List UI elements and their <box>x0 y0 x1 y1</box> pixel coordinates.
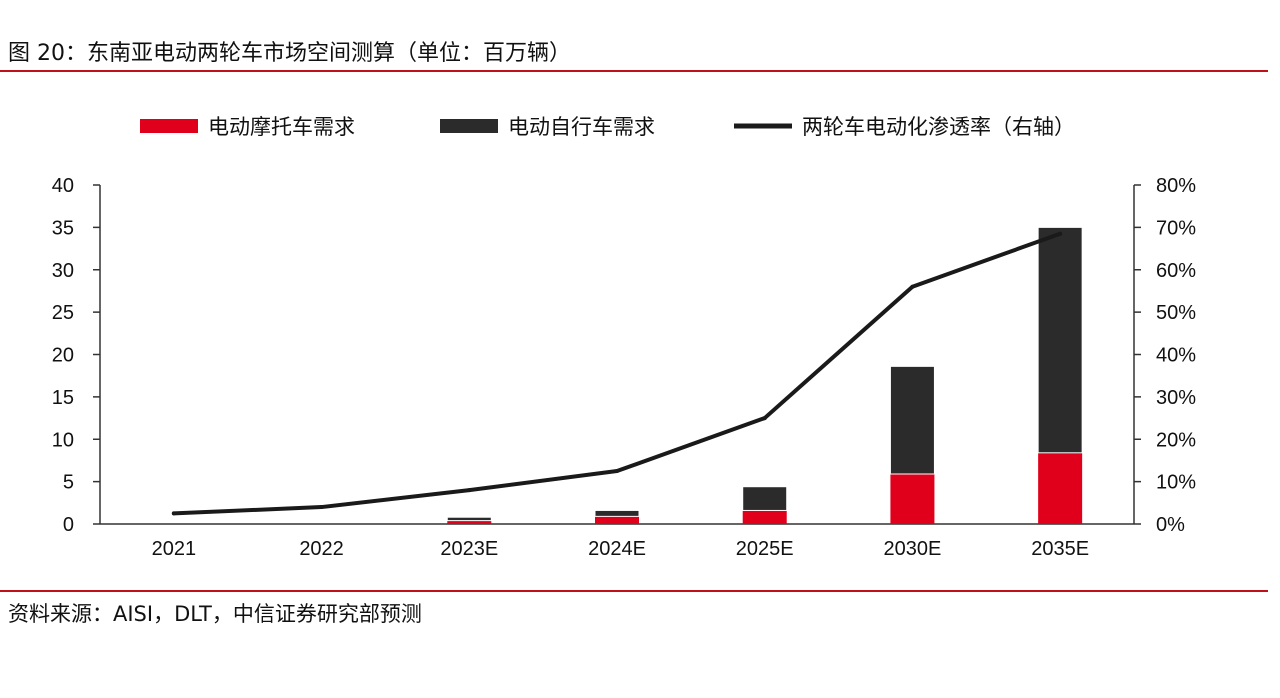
left-tick-label: 0 <box>63 514 74 536</box>
bar-bicycle <box>742 486 788 511</box>
bar-motorcycle <box>595 516 639 524</box>
bars <box>446 226 1083 524</box>
bar-bicycle <box>1037 226 1083 454</box>
x-tick-label: 2035E <box>1031 538 1089 560</box>
axes <box>99 185 1135 525</box>
right-tick-label: 60% <box>1156 260 1196 282</box>
right-tick-label: 40% <box>1156 345 1196 367</box>
bar-bicycle <box>889 365 935 475</box>
penetration-point <box>762 416 767 421</box>
bar-bicycle <box>594 509 640 517</box>
source-note: 资料来源：AISI，DLT，中信证券研究部预测 <box>8 602 422 626</box>
right-tick-label: 0% <box>1156 514 1185 536</box>
penetration-point <box>615 469 619 474</box>
x-tick-label: 2023E <box>440 538 498 560</box>
right-tick-label: 70% <box>1156 217 1196 239</box>
x-tick-label: 2025E <box>736 538 794 560</box>
left-tick-label: 20 <box>52 345 74 367</box>
right-tick-label: 30% <box>1156 387 1196 409</box>
left-tick-label: 10 <box>52 429 74 451</box>
x-tick-label: 2024E <box>588 538 646 560</box>
legend-label-penetration: 两轮车电动化渗透率（右轴） <box>802 115 1075 139</box>
left-tick-label: 25 <box>52 302 74 324</box>
right-tick-label: 80% <box>1156 175 1196 197</box>
x-tick-label: 2022 <box>299 538 344 560</box>
legend-swatch-motorcycle <box>140 119 198 133</box>
x-tick-label: 2030E <box>884 538 942 560</box>
legend-swatch-bicycle <box>440 119 498 133</box>
bar-motorcycle <box>742 510 787 524</box>
right-tick-label: 50% <box>1156 302 1196 324</box>
bar-motorcycle <box>447 520 492 524</box>
left-tick-label: 35 <box>52 217 74 239</box>
x-axis-ticks: 2021 2022 2023E 2024E 2025E 2030E 2035E <box>152 538 1089 560</box>
right-tick-label: 20% <box>1156 429 1196 451</box>
penetration-point <box>1058 231 1063 236</box>
legend-label-motorcycle: 电动摩托车需求 <box>208 115 355 139</box>
left-tick-label: 40 <box>52 175 74 197</box>
source-divider <box>0 590 1268 592</box>
penetration-point <box>467 488 472 493</box>
x-tick-label: 2021 <box>152 538 197 560</box>
chart: 电动摩托车需求 电动自行车需求 两轮车电动化渗透率（右轴） 0510152025… <box>52 115 1196 560</box>
penetration-point <box>910 284 915 289</box>
penetration-point <box>319 505 324 510</box>
penetration-line-layer <box>171 231 1063 516</box>
left-axis-ticks: 0 5 10 15 20 25 30 35 40 <box>52 175 100 536</box>
title-divider <box>0 70 1268 72</box>
bar-motorcycle <box>890 473 935 524</box>
left-tick-label: 15 <box>52 387 74 409</box>
bar-bicycle <box>446 516 492 522</box>
bar-motorcycle <box>1038 452 1083 524</box>
legend-label-bicycle: 电动自行车需求 <box>508 115 655 139</box>
left-tick-label: 5 <box>63 472 74 494</box>
right-axis-ticks: 0% 10% 20% 30% 40% 50% 60% 70% 80% <box>1134 175 1196 536</box>
legend: 电动摩托车需求 电动自行车需求 两轮车电动化渗透率（右轴） <box>140 115 1075 139</box>
penetration-point <box>171 511 176 516</box>
right-tick-label: 10% <box>1156 472 1196 494</box>
left-tick-label: 30 <box>52 260 74 282</box>
chart-title: 图 20：东南亚电动两轮车市场空间测算（单位：百万辆） <box>8 41 571 66</box>
